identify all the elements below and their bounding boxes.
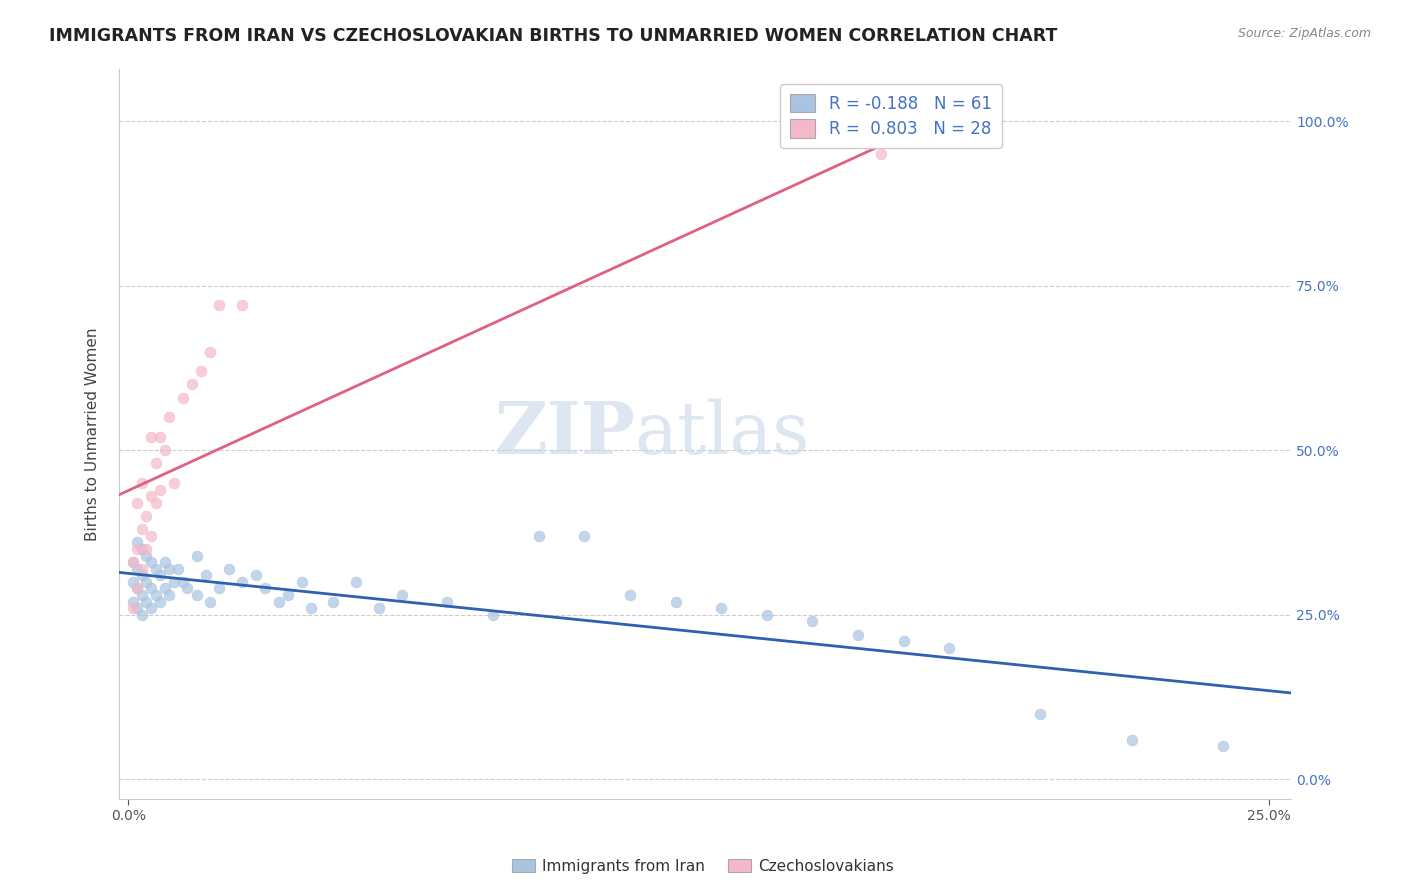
Point (127, 541, 149, 556)
Point (664, 594, 686, 608)
Point (200, 594, 222, 608)
Legend: Immigrants from Iran, Czechoslovakians: Immigrants from Iran, Czechoslovakians (506, 853, 900, 880)
Point (135, 549, 157, 563)
Point (755, 607, 778, 622)
Point (131, 522, 153, 536)
Point (1029, 706, 1052, 721)
Point (131, 562, 153, 576)
Point (482, 607, 505, 622)
Point (127, 562, 149, 576)
Point (938, 640, 960, 655)
Point (368, 601, 391, 615)
Point (153, 443, 176, 458)
Point (121, 555, 143, 569)
Point (322, 594, 344, 608)
Point (172, 574, 194, 589)
Point (231, 298, 253, 312)
Point (121, 555, 143, 569)
Point (139, 529, 162, 543)
Point (131, 588, 153, 602)
Point (149, 594, 172, 608)
Point (176, 582, 198, 596)
Point (801, 615, 824, 629)
Point (121, 601, 143, 615)
Text: IMMIGRANTS FROM IRAN VS CZECHOSLOVAKIAN BIRTHS TO UNMARRIED WOMEN CORRELATION CH: IMMIGRANTS FROM IRAN VS CZECHOSLOVAKIAN … (49, 27, 1057, 45)
Point (208, 582, 231, 596)
Point (846, 627, 869, 641)
Point (145, 588, 167, 602)
Point (127, 582, 149, 596)
Point (344, 574, 367, 589)
Text: ZIP: ZIP (494, 399, 636, 469)
Point (153, 582, 176, 596)
Point (186, 549, 208, 563)
Point (172, 391, 194, 405)
Text: Source: ZipAtlas.com: Source: ZipAtlas.com (1237, 27, 1371, 40)
Point (149, 568, 172, 582)
Point (131, 476, 153, 491)
Point (231, 574, 253, 589)
Point (145, 457, 167, 471)
Point (984, 134, 1007, 148)
Point (290, 574, 312, 589)
Legend: R = -0.188   N = 61, R =  0.803   N = 28: R = -0.188 N = 61, R = 0.803 N = 28 (780, 84, 1001, 148)
Y-axis label: Births to Unmarried Women: Births to Unmarried Women (86, 327, 100, 541)
Point (127, 601, 149, 615)
Point (145, 496, 167, 510)
Point (299, 601, 322, 615)
Point (436, 594, 458, 608)
Point (163, 574, 186, 589)
Point (157, 588, 180, 602)
Point (139, 555, 162, 569)
Point (145, 562, 167, 576)
Point (167, 562, 190, 576)
Point (135, 541, 157, 556)
Point (893, 634, 915, 648)
Point (208, 298, 231, 312)
Point (135, 509, 157, 524)
Point (131, 568, 153, 582)
Point (121, 594, 143, 608)
Point (149, 483, 172, 497)
Point (157, 562, 180, 576)
Point (127, 582, 149, 596)
Point (121, 574, 143, 589)
Point (190, 364, 212, 378)
Point (267, 594, 290, 608)
Point (131, 607, 153, 622)
Point (218, 562, 240, 576)
Point (135, 574, 157, 589)
Point (619, 588, 641, 602)
Point (181, 377, 204, 392)
Point (163, 476, 186, 491)
Text: atlas: atlas (636, 399, 810, 469)
Point (153, 555, 176, 569)
Point (149, 430, 172, 444)
Point (574, 529, 596, 543)
Point (710, 601, 733, 615)
Point (1212, 739, 1234, 754)
Point (391, 588, 413, 602)
Point (139, 430, 162, 444)
Point (869, 147, 891, 161)
Point (127, 496, 149, 510)
Point (139, 489, 162, 503)
Point (139, 582, 162, 596)
Point (127, 535, 149, 549)
Point (139, 601, 162, 615)
Point (277, 588, 299, 602)
Point (186, 588, 208, 602)
Point (157, 410, 180, 425)
Point (527, 529, 550, 543)
Point (131, 541, 153, 556)
Point (200, 344, 222, 359)
Point (194, 568, 217, 582)
Point (1121, 732, 1143, 747)
Point (253, 582, 276, 596)
Point (245, 568, 267, 582)
Point (135, 594, 157, 608)
